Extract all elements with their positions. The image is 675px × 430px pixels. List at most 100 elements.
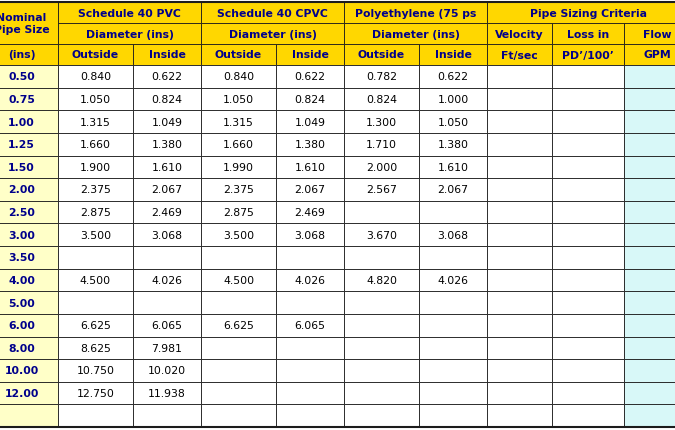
Bar [0,314,58,337]
Text: 5.00: 5.00 [8,298,35,308]
Bar [58,292,133,314]
Bar [133,382,201,405]
Bar [276,337,344,359]
Bar [624,24,675,45]
Bar [58,89,133,111]
Text: 0.622: 0.622 [151,72,182,82]
Text: 0.75: 0.75 [8,95,35,104]
Bar [552,156,624,179]
Bar [344,111,419,134]
Text: 3.500: 3.500 [223,230,254,240]
Bar [624,45,675,66]
Text: 0.840: 0.840 [223,72,254,82]
Text: 1.315: 1.315 [80,117,111,127]
Bar [276,382,344,405]
Bar [487,45,552,66]
Bar [344,134,419,156]
Text: 11.938: 11.938 [148,388,186,398]
Bar [201,269,276,292]
Bar [624,382,675,405]
Bar [552,382,624,405]
Bar [552,314,624,337]
Bar [133,201,201,224]
Bar [487,201,552,224]
Bar [133,134,201,156]
Bar [276,359,344,382]
Bar [201,24,344,45]
Text: Diameter (ins): Diameter (ins) [371,29,460,40]
Bar [133,111,201,134]
Text: 3.670: 3.670 [366,230,397,240]
Bar [58,3,201,24]
Text: 1.380: 1.380 [437,140,468,150]
Bar [201,179,276,201]
Bar [344,292,419,314]
Text: Ft/sec: Ft/sec [501,50,538,60]
Bar [58,66,133,89]
Bar [276,405,344,427]
Bar [0,224,58,246]
Bar [487,292,552,314]
Text: 2.875: 2.875 [80,208,111,218]
Bar [133,314,201,337]
Text: 2.375: 2.375 [223,185,254,195]
Text: 8.00: 8.00 [8,343,35,353]
Bar [133,405,201,427]
Bar [624,179,675,201]
Bar [419,246,487,269]
Bar [0,201,58,224]
Bar [487,314,552,337]
Text: 2.067: 2.067 [437,185,468,195]
Bar [0,337,58,359]
Text: 3.500: 3.500 [80,230,111,240]
Bar [58,359,133,382]
Text: 1.049: 1.049 [151,117,182,127]
Bar [487,24,552,45]
Bar [552,134,624,156]
Text: 0.824: 0.824 [294,95,325,104]
Text: 12.00: 12.00 [4,388,38,398]
Bar [552,24,624,45]
Bar [419,405,487,427]
Bar [276,269,344,292]
Bar [276,66,344,89]
Bar [344,3,487,24]
Bar [552,246,624,269]
Text: 6.065: 6.065 [151,320,182,330]
Bar [58,246,133,269]
Text: 10.00: 10.00 [4,366,38,375]
Bar [487,246,552,269]
Text: 3.00: 3.00 [8,230,35,240]
Text: 4.026: 4.026 [151,275,182,285]
Text: 1.300: 1.300 [366,117,397,127]
Bar [624,405,675,427]
Bar [276,179,344,201]
Text: Diameter (ins): Diameter (ins) [86,29,173,40]
Bar [276,156,344,179]
Bar [344,156,419,179]
Bar [58,179,133,201]
Bar [201,45,276,66]
Text: 0.824: 0.824 [366,95,397,104]
Bar [487,382,552,405]
Bar [552,405,624,427]
Text: Inside: Inside [435,50,471,60]
Bar [133,89,201,111]
Bar [58,201,133,224]
Bar [0,156,58,179]
Bar [276,224,344,246]
Bar [419,337,487,359]
Text: 2.375: 2.375 [80,185,111,195]
Text: Inside: Inside [292,50,329,60]
Text: 7.981: 7.981 [152,343,182,353]
Text: 0.50: 0.50 [8,72,35,82]
Bar [276,246,344,269]
Text: Flow: Flow [643,29,671,40]
Text: 2.875: 2.875 [223,208,254,218]
Bar [201,382,276,405]
Bar [58,269,133,292]
Text: Schedule 40 CPVC: Schedule 40 CPVC [217,9,328,18]
Text: 1.660: 1.660 [223,140,254,150]
Bar [201,359,276,382]
Text: 2.469: 2.469 [152,208,182,218]
